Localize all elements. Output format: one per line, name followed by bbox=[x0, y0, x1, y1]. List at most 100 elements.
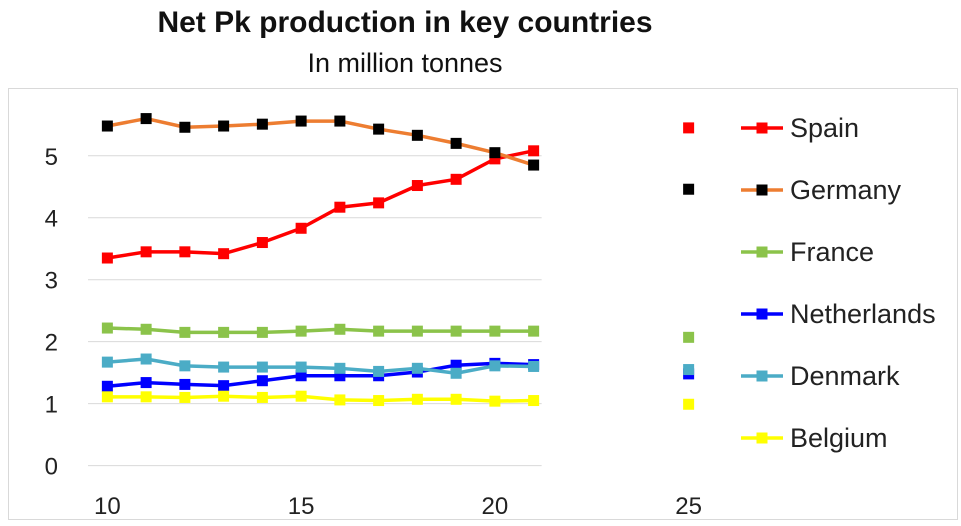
data-point-netherlands-14 bbox=[256, 375, 268, 387]
legend-label-netherlands: Netherlands bbox=[790, 299, 936, 329]
x-tick-label-15: 15 bbox=[288, 493, 315, 520]
y-tick-label-1: 1 bbox=[45, 392, 58, 419]
legend-item-netherlands: Netherlands bbox=[741, 299, 936, 329]
legend-swatch-marker-netherlands bbox=[756, 308, 768, 320]
data-point-belgium-16 bbox=[334, 394, 346, 406]
data-point-denmark-12 bbox=[179, 360, 191, 372]
series-spain bbox=[101, 145, 540, 264]
legend-label-denmark: Denmark bbox=[790, 361, 900, 391]
data-point-belgium-11 bbox=[140, 391, 152, 403]
series-denmark bbox=[101, 353, 540, 379]
data-point-france-21 bbox=[528, 325, 540, 337]
data-point-denmark-18 bbox=[411, 362, 423, 374]
y-axis-ticks: 0 1 2 3 4 5 bbox=[45, 144, 58, 481]
data-point-belgium-17 bbox=[373, 395, 385, 407]
data-point-germany-18 bbox=[411, 129, 423, 141]
data-point-denmark-16 bbox=[334, 362, 346, 374]
data-point-spain-12 bbox=[179, 246, 191, 258]
y-tick-label-4: 4 bbox=[45, 206, 58, 233]
data-point-france-13 bbox=[218, 326, 230, 338]
projection-marker-denmark bbox=[683, 364, 695, 376]
data-point-belgium-21 bbox=[528, 395, 540, 407]
data-point-denmark-15 bbox=[295, 361, 307, 373]
series-belgium bbox=[101, 390, 540, 407]
legend: Spain Germany France Netherlands Denmark Belg… bbox=[741, 113, 936, 453]
legend-label-spain: Spain bbox=[790, 113, 859, 143]
data-point-denmark-10 bbox=[101, 356, 113, 368]
x-tick-label-10: 10 bbox=[94, 493, 121, 520]
series-line-spain bbox=[107, 149, 534, 260]
data-point-france-11 bbox=[140, 323, 152, 335]
data-point-belgium-20 bbox=[489, 395, 501, 407]
data-point-denmark-17 bbox=[373, 365, 385, 377]
data-point-netherlands-19 bbox=[450, 359, 462, 371]
data-point-germany-16 bbox=[334, 115, 346, 127]
series-france bbox=[101, 322, 540, 338]
series-line-belgium bbox=[107, 394, 534, 403]
data-point-spain-10 bbox=[101, 252, 113, 264]
legend-item-spain: Spain bbox=[741, 113, 859, 143]
data-point-belgium-13 bbox=[218, 390, 230, 402]
legend-label-france: France bbox=[790, 237, 874, 267]
series-line-denmark bbox=[107, 357, 534, 376]
data-point-spain-20 bbox=[489, 153, 501, 165]
data-point-france-10 bbox=[101, 322, 113, 334]
projection-markers bbox=[683, 122, 695, 410]
data-point-france-20 bbox=[489, 325, 501, 337]
data-point-netherlands-12 bbox=[179, 378, 191, 390]
plot-frame bbox=[8, 88, 958, 520]
data-point-spain-21 bbox=[528, 145, 540, 157]
data-point-netherlands-11 bbox=[140, 377, 152, 389]
data-point-belgium-14 bbox=[256, 391, 268, 403]
data-point-france-18 bbox=[411, 325, 423, 337]
legend-item-germany: Germany bbox=[741, 175, 902, 205]
legend-label-germany: Germany bbox=[790, 175, 902, 205]
projection-marker-belgium bbox=[683, 398, 695, 410]
series-line-netherlands bbox=[107, 361, 534, 389]
legend-item-france: France bbox=[741, 237, 874, 267]
data-point-germany-12 bbox=[179, 121, 191, 133]
y-tick-label-5: 5 bbox=[45, 144, 58, 171]
data-point-spain-15 bbox=[295, 222, 307, 234]
data-point-netherlands-13 bbox=[218, 380, 230, 392]
data-point-france-19 bbox=[450, 325, 462, 337]
data-point-germany-15 bbox=[295, 115, 307, 127]
data-point-spain-19 bbox=[450, 173, 462, 185]
projection-marker-spain bbox=[683, 122, 695, 134]
legend-item-belgium: Belgium bbox=[741, 423, 888, 453]
series-line-germany bbox=[107, 116, 535, 167]
legend-swatch-marker-denmark bbox=[756, 370, 768, 382]
chart-title: Net Pk production in key countries bbox=[157, 6, 653, 39]
data-point-germany-14 bbox=[256, 118, 268, 130]
data-point-belgium-18 bbox=[411, 393, 423, 405]
data-point-belgium-15 bbox=[295, 390, 307, 402]
y-tick-label-2: 2 bbox=[45, 330, 58, 357]
data-point-germany-20 bbox=[489, 147, 501, 159]
data-point-belgium-10 bbox=[101, 391, 113, 403]
y-tick-label-0: 0 bbox=[45, 454, 58, 481]
data-point-spain-18 bbox=[411, 180, 423, 192]
gridlines bbox=[88, 155, 542, 467]
data-point-germany-21 bbox=[528, 159, 540, 171]
series-germany bbox=[101, 113, 540, 171]
legend-swatch-marker-belgium bbox=[756, 432, 768, 444]
chart-subtitle: In million tonnes bbox=[307, 48, 503, 78]
x-axis-ticks: 10 15 20 25 bbox=[94, 493, 702, 520]
data-point-denmark-20 bbox=[489, 360, 501, 372]
data-point-spain-16 bbox=[334, 201, 346, 213]
data-point-denmark-21 bbox=[528, 360, 540, 372]
data-point-denmark-11 bbox=[140, 353, 152, 365]
legend-swatch-marker-germany bbox=[756, 184, 768, 196]
data-point-germany-13 bbox=[218, 120, 230, 132]
data-point-france-16 bbox=[334, 323, 346, 335]
data-point-france-17 bbox=[373, 325, 385, 337]
series-group bbox=[101, 113, 540, 407]
data-point-denmark-19 bbox=[450, 367, 462, 379]
legend-swatch-marker-france bbox=[756, 246, 768, 258]
data-point-belgium-12 bbox=[179, 391, 191, 403]
x-tick-label-25: 25 bbox=[675, 493, 702, 520]
data-point-spain-17 bbox=[373, 197, 385, 209]
data-point-germany-19 bbox=[450, 137, 462, 149]
y-tick-label-3: 3 bbox=[45, 268, 58, 295]
